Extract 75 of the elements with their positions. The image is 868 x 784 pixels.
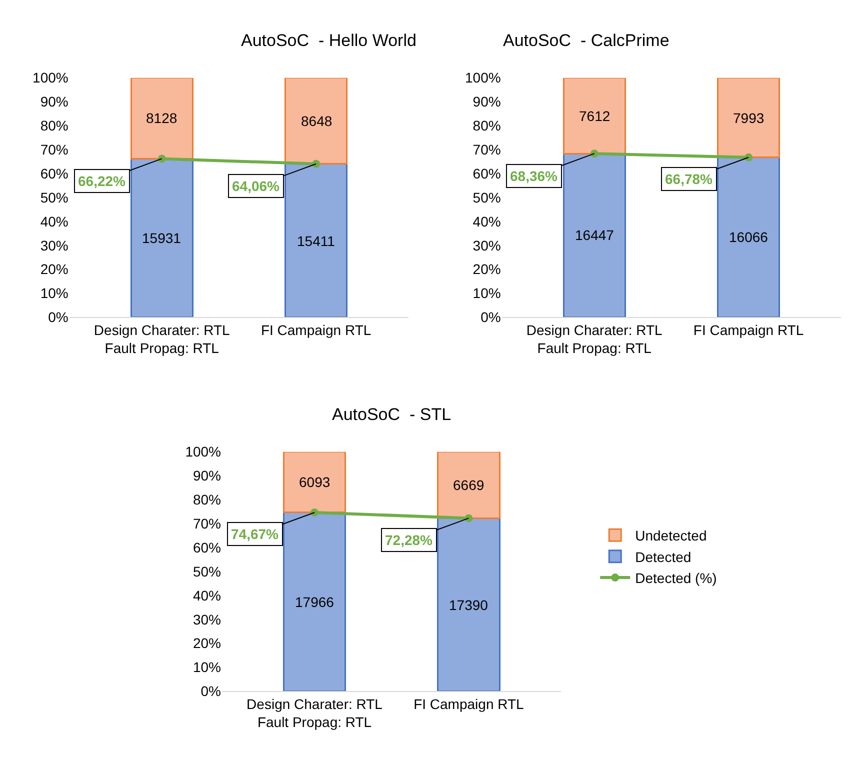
chart-title: AutoSoC - STL <box>332 405 452 424</box>
y-tick-label: 10% <box>192 659 221 676</box>
annotation: 7612 <box>579 108 610 124</box>
y-tick-label: 50% <box>192 563 221 580</box>
bar <box>130 158 194 318</box>
y-tick-label: 80% <box>192 492 221 508</box>
data-label: 66,78% <box>665 171 714 187</box>
legend-label: Detected (%) <box>635 570 717 586</box>
data-label: 74,67% <box>231 526 280 542</box>
bar <box>130 78 194 160</box>
bar <box>562 78 626 154</box>
y-tick-label: 20% <box>192 635 221 652</box>
data-label: 68,36% <box>510 168 558 184</box>
y-tick-label: 60% <box>192 539 221 556</box>
data-label: 66,22% <box>78 173 126 189</box>
annotation: 6093 <box>299 474 330 490</box>
y-tick-label: 30% <box>40 237 68 254</box>
y-tick-label: 20% <box>472 261 501 278</box>
bar <box>716 156 780 318</box>
data-label: 64,06% <box>232 178 280 194</box>
y-tick-label: 50% <box>472 189 501 206</box>
y-tick-label: 80% <box>472 118 501 134</box>
bar <box>284 78 348 165</box>
y-tick-label: 60% <box>472 165 501 182</box>
y-tick-label: 50% <box>40 189 68 206</box>
chart-title: AutoSoC - CalcPrime <box>503 31 670 50</box>
annotation: 17390 <box>449 597 488 613</box>
annotation: 16447 <box>575 227 614 243</box>
y-tick-label: 70% <box>40 142 68 158</box>
x-tick-label: FI Campaign RTL <box>260 322 372 338</box>
y-tick-label: 0% <box>48 309 68 326</box>
annotation: 7993 <box>733 110 764 126</box>
annotation: 6669 <box>453 477 484 493</box>
bar <box>562 152 626 318</box>
bar <box>437 517 500 692</box>
annotation: 15411 <box>297 233 336 249</box>
y-tick-label: 90% <box>472 94 501 110</box>
annotation: 8648 <box>301 113 332 129</box>
annotation: 16066 <box>729 229 768 245</box>
bar <box>282 452 346 514</box>
annotation: 17966 <box>295 594 334 610</box>
x-tick-label: FI Campaign RTL <box>414 696 524 712</box>
x-tick-label: Design Charater: RTL Fault Propag: RTL <box>526 322 663 356</box>
x-tick-label: Design Charater: RTL Fault Propag: RTL <box>94 322 230 356</box>
legend-label: Undetected <box>635 528 707 544</box>
y-tick-label: 30% <box>192 611 221 628</box>
y-tick-label: 90% <box>40 94 68 110</box>
y-tick-label: 100% <box>185 444 221 460</box>
y-tick-label: 90% <box>192 468 221 484</box>
bar <box>716 78 780 158</box>
x-tick-label: Design Charater: RTL Fault Propag: RTL <box>246 696 383 730</box>
y-tick-label: 40% <box>472 213 501 230</box>
y-tick-label: 80% <box>40 118 68 134</box>
bar <box>437 452 500 519</box>
bar <box>284 163 348 318</box>
y-tick-label: 70% <box>192 516 221 532</box>
y-tick-label: 10% <box>40 285 68 302</box>
y-tick-label: 0% <box>480 309 501 326</box>
y-tick-label: 0% <box>200 683 221 700</box>
y-tick-label: 70% <box>472 142 501 158</box>
y-tick-label: 40% <box>40 213 68 230</box>
y-tick-label: 40% <box>192 587 221 604</box>
y-tick-label: 100% <box>32 70 68 86</box>
annotation: 8128 <box>146 110 178 126</box>
x-tick-label: FI Campaign RTL <box>693 322 804 338</box>
bar <box>282 512 346 692</box>
chart-title: AutoSoC - Hello World <box>241 31 416 50</box>
y-tick-label: 10% <box>472 285 501 302</box>
annotation: 15931 <box>142 230 182 246</box>
y-tick-label: 20% <box>40 261 68 278</box>
y-tick-label: 100% <box>465 70 501 86</box>
y-tick-label: 60% <box>40 165 68 182</box>
legend-label: Detected <box>635 548 692 565</box>
data-label: 72,28% <box>385 532 434 548</box>
y-tick-label: 30% <box>472 237 501 254</box>
